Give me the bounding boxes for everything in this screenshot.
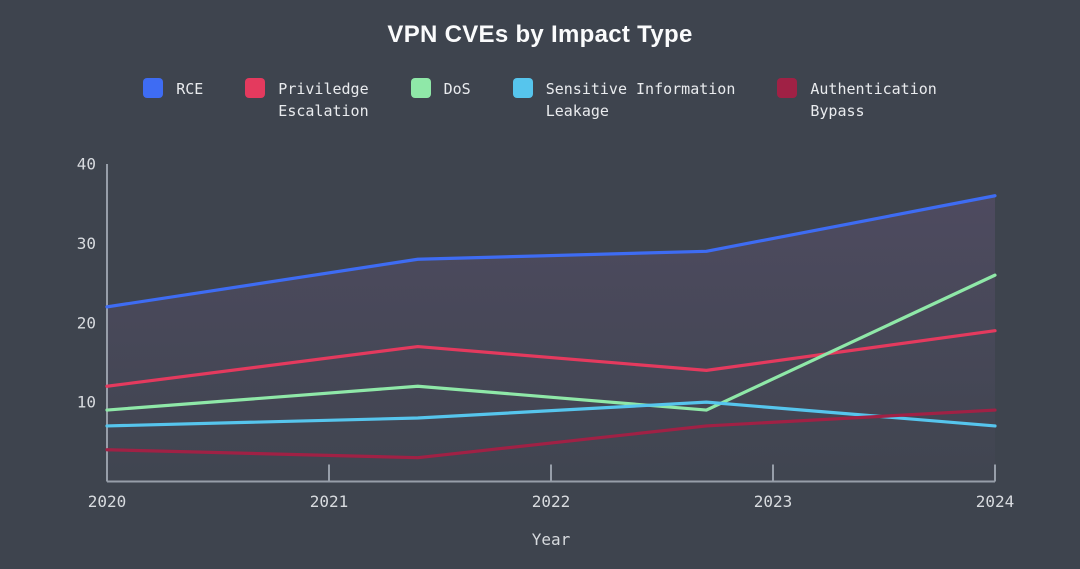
legend-swatch-rce: [143, 78, 164, 98]
x-tick-label-2021: 2021: [310, 492, 349, 511]
legend-item-rce[interactable]: RCE: [143, 78, 203, 100]
x-tick-label-2024: 2024: [976, 492, 1015, 511]
legend: RCE Priviledge Escalation DoS Sensitive Inf…: [0, 78, 1080, 122]
x-axis-title: Year: [532, 530, 571, 549]
legend-label: Authentication Bypass: [810, 80, 937, 120]
x-tick-label-2020: 2020: [88, 492, 127, 511]
legend-swatch-dos: [410, 78, 431, 98]
series-line-rce: [105, 194, 997, 309]
y-tick-label-30: 30: [77, 234, 96, 253]
x-tick-label-2022: 2022: [532, 492, 571, 511]
chart-title: VPN CVEs by Impact Type: [387, 21, 693, 48]
series-line-authentication-bypass: [105, 408, 997, 460]
y-tick-label-40: 40: [77, 155, 96, 174]
y-tick-label-20: 20: [77, 313, 96, 332]
legend-swatch-priviledge-escalation: [245, 78, 266, 98]
series-line-priviledge-escalation: [105, 329, 997, 388]
rce-area-fill: [107, 195, 995, 482]
legend-item-dos[interactable]: DoS: [410, 78, 471, 100]
legend-label: Priviledge Escalation: [278, 80, 369, 120]
legend-label: DoS: [443, 80, 471, 98]
legend-label: Sensitive Information Leakage: [545, 80, 736, 120]
x-tick-label-2023: 2023: [754, 492, 793, 511]
legend-swatch-authentication-bypass: [777, 78, 798, 98]
legend-item-priviledge-escalation[interactable]: Priviledge Escalation: [245, 78, 369, 122]
legend-swatch-sensitive-information-leakage: [512, 78, 533, 98]
series-line-sensitive-information-leakage: [105, 400, 997, 428]
legend-label: RCE: [176, 80, 204, 98]
legend-item-sensitive-information-leakage[interactable]: Sensitive Information Leakage: [512, 78, 736, 122]
series-line-dos: [105, 273, 997, 412]
y-tick-label-10: 10: [77, 393, 96, 412]
legend-item-authentication-bypass[interactable]: Authentication Bypass: [777, 78, 937, 122]
